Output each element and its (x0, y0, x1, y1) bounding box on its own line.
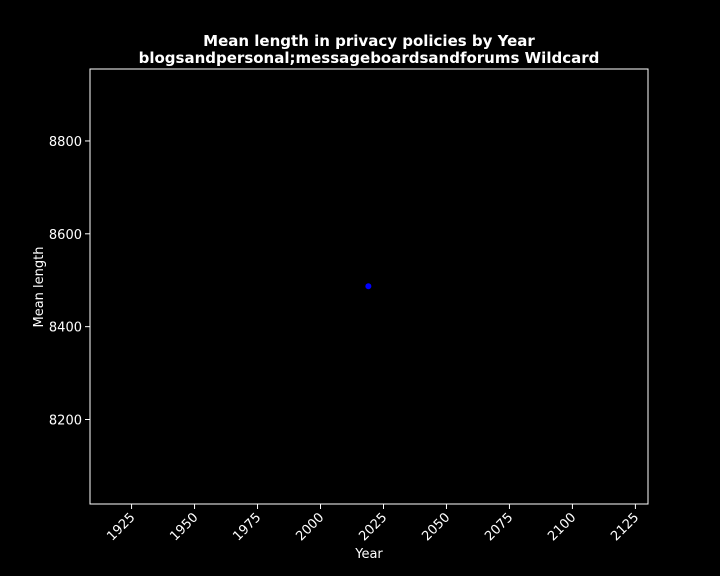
chart-title: Mean length in privacy policies by Year … (139, 32, 600, 67)
data-points (365, 283, 372, 290)
y-tick-label: 8800 (49, 135, 82, 150)
chart-title-line-2: blogsandpersonal;messageboardsandforums … (139, 49, 600, 67)
x-axis-ticks: 1925 1950 1975 2000 2025 2050 2075 2100 2125 (104, 504, 642, 544)
x-tick-label: 2050 (419, 510, 453, 544)
x-tick-label: 2075 (482, 510, 516, 544)
x-tick-label: 2025 (356, 510, 390, 544)
x-axis-label: Year (354, 547, 383, 562)
x-tick-label: 1950 (167, 510, 201, 544)
y-tick-label: 8400 (49, 321, 82, 336)
x-tick-label: 2000 (293, 510, 327, 544)
y-tick-label: 8600 (49, 228, 82, 243)
x-tick-label: 1975 (230, 510, 264, 544)
x-tick-label: 1925 (104, 510, 138, 544)
x-tick-label: 2125 (608, 510, 642, 544)
y-tick-label: 8200 (49, 414, 82, 429)
y-axis-label: Mean length (32, 247, 47, 328)
data-point (365, 283, 372, 290)
x-tick-label: 2100 (545, 510, 579, 544)
y-axis-ticks: 8200 8400 8600 8800 (49, 135, 90, 429)
chart-title-line-1: Mean length in privacy policies by Year (203, 32, 535, 50)
plot-area (89, 68, 649, 505)
